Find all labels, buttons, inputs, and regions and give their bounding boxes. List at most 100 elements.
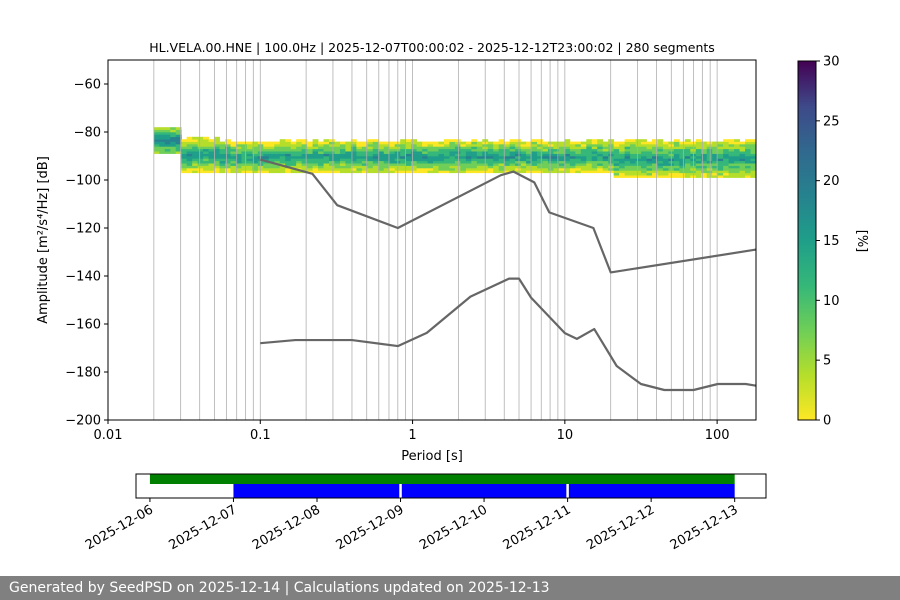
heatmap-cell bbox=[537, 148, 543, 152]
heatmap-cell bbox=[214, 151, 220, 154]
heatmap-cell bbox=[717, 158, 724, 162]
heatmap-cell bbox=[526, 153, 532, 157]
heatmap-cell bbox=[181, 141, 188, 145]
heatmap-cell bbox=[493, 151, 500, 154]
heatmap-cell bbox=[208, 146, 215, 150]
heatmap-cell bbox=[405, 156, 412, 159]
heatmap-cell bbox=[602, 163, 609, 166]
heatmap-cell bbox=[372, 153, 379, 157]
heatmap-cell bbox=[433, 146, 439, 150]
heatmap-cell bbox=[367, 151, 374, 154]
heatmap-cell bbox=[679, 175, 686, 178]
heatmap-cell bbox=[400, 146, 407, 150]
heatmap-cell bbox=[498, 146, 505, 150]
heatmap-cell bbox=[641, 175, 647, 178]
heatmap-cell bbox=[378, 141, 385, 145]
heatmap-cell bbox=[197, 165, 204, 169]
heatmap-cell bbox=[537, 139, 543, 142]
heatmap-cell bbox=[175, 146, 182, 150]
heatmap-cell bbox=[290, 170, 297, 174]
heatmap-cell bbox=[345, 153, 352, 157]
heatmap-cell bbox=[641, 160, 647, 164]
heatmap-cell bbox=[367, 139, 374, 142]
heatmap-cell bbox=[734, 175, 740, 178]
heatmap-cell bbox=[520, 148, 527, 152]
heatmap-cell bbox=[679, 148, 686, 152]
heatmap-cell bbox=[542, 153, 549, 157]
heatmap-cell bbox=[400, 148, 407, 152]
heatmap-cell bbox=[181, 168, 188, 171]
heatmap-cell bbox=[476, 144, 483, 147]
heatmap-cell bbox=[531, 141, 538, 145]
heatmap-cell bbox=[465, 163, 472, 166]
heatmap-cell bbox=[586, 156, 593, 159]
heatmap-cell bbox=[268, 156, 275, 159]
heatmap-cell bbox=[673, 170, 680, 174]
heatmap-cell bbox=[433, 170, 439, 174]
heatmap-cell bbox=[301, 156, 308, 159]
heatmap-cell bbox=[252, 144, 259, 147]
heatmap-cell bbox=[739, 148, 746, 152]
heatmap-cell bbox=[493, 148, 500, 152]
heatmap-cell bbox=[416, 163, 423, 166]
heatmap-cell bbox=[558, 141, 565, 145]
heatmap-cell bbox=[170, 146, 177, 150]
heatmap-cell bbox=[695, 151, 702, 154]
heatmap-cell bbox=[378, 170, 385, 174]
heatmap-cell bbox=[175, 151, 182, 154]
heatmap-cell bbox=[745, 148, 751, 152]
heatmap-cell bbox=[635, 163, 642, 166]
heatmap-cell bbox=[175, 132, 182, 135]
heatmap-cell bbox=[706, 144, 713, 147]
heatmap-cell bbox=[422, 158, 428, 162]
heatmap-cell bbox=[613, 153, 620, 157]
heatmap-cell bbox=[372, 168, 379, 171]
y-axis-label: Amplitude [m²/s⁴/Hz] [dB] bbox=[36, 156, 51, 324]
heatmap-cell bbox=[290, 151, 297, 154]
heatmap-cell bbox=[449, 153, 456, 157]
heatmap-cell bbox=[361, 153, 368, 157]
heatmap-cell bbox=[526, 170, 532, 174]
heatmap-cell bbox=[214, 148, 220, 152]
y-tick-label: −60 bbox=[74, 78, 101, 93]
heatmap-cell bbox=[487, 170, 494, 174]
heatmap-cell bbox=[586, 148, 593, 152]
heatmap-cell bbox=[443, 170, 450, 174]
heatmap-cell bbox=[285, 141, 292, 145]
heatmap-cell bbox=[706, 170, 713, 174]
heatmap-cell bbox=[405, 160, 412, 164]
heatmap-cell bbox=[186, 170, 193, 174]
heatmap-cell bbox=[580, 156, 587, 159]
heatmap-cell bbox=[422, 170, 428, 174]
heatmap-cell bbox=[192, 153, 199, 157]
heatmap-cell bbox=[657, 151, 664, 154]
heatmap-cell bbox=[602, 148, 609, 152]
heatmap-cell bbox=[553, 146, 560, 150]
heatmap-cell bbox=[657, 170, 664, 174]
heatmap-cell bbox=[378, 163, 385, 166]
heatmap-cell bbox=[454, 144, 461, 147]
heatmap-cell bbox=[203, 141, 209, 145]
heatmap-cell bbox=[274, 165, 281, 169]
heatmap-cell bbox=[471, 148, 478, 152]
heatmap-cell bbox=[208, 160, 215, 164]
heatmap-cell bbox=[214, 168, 220, 171]
availability-bar bbox=[149, 474, 735, 484]
heatmap-cell bbox=[153, 141, 160, 145]
heatmap-cell bbox=[460, 160, 467, 164]
heatmap-cell bbox=[504, 153, 511, 157]
heatmap-cell bbox=[739, 156, 746, 159]
timeline-tick-label: 2025-12-09 bbox=[334, 502, 407, 553]
heatmap-cell bbox=[624, 158, 631, 162]
heatmap-cell bbox=[531, 144, 538, 147]
heatmap-cell bbox=[717, 168, 724, 171]
heatmap-cell bbox=[318, 141, 324, 145]
heatmap-cell bbox=[339, 163, 346, 166]
heatmap-cell bbox=[465, 165, 472, 169]
heatmap-cell bbox=[290, 146, 297, 150]
heatmap-cell bbox=[181, 151, 188, 154]
heatmap-cell bbox=[290, 156, 297, 159]
heatmap-cell bbox=[192, 139, 199, 142]
heatmap-cell bbox=[312, 144, 319, 147]
heatmap-cell bbox=[411, 146, 417, 150]
